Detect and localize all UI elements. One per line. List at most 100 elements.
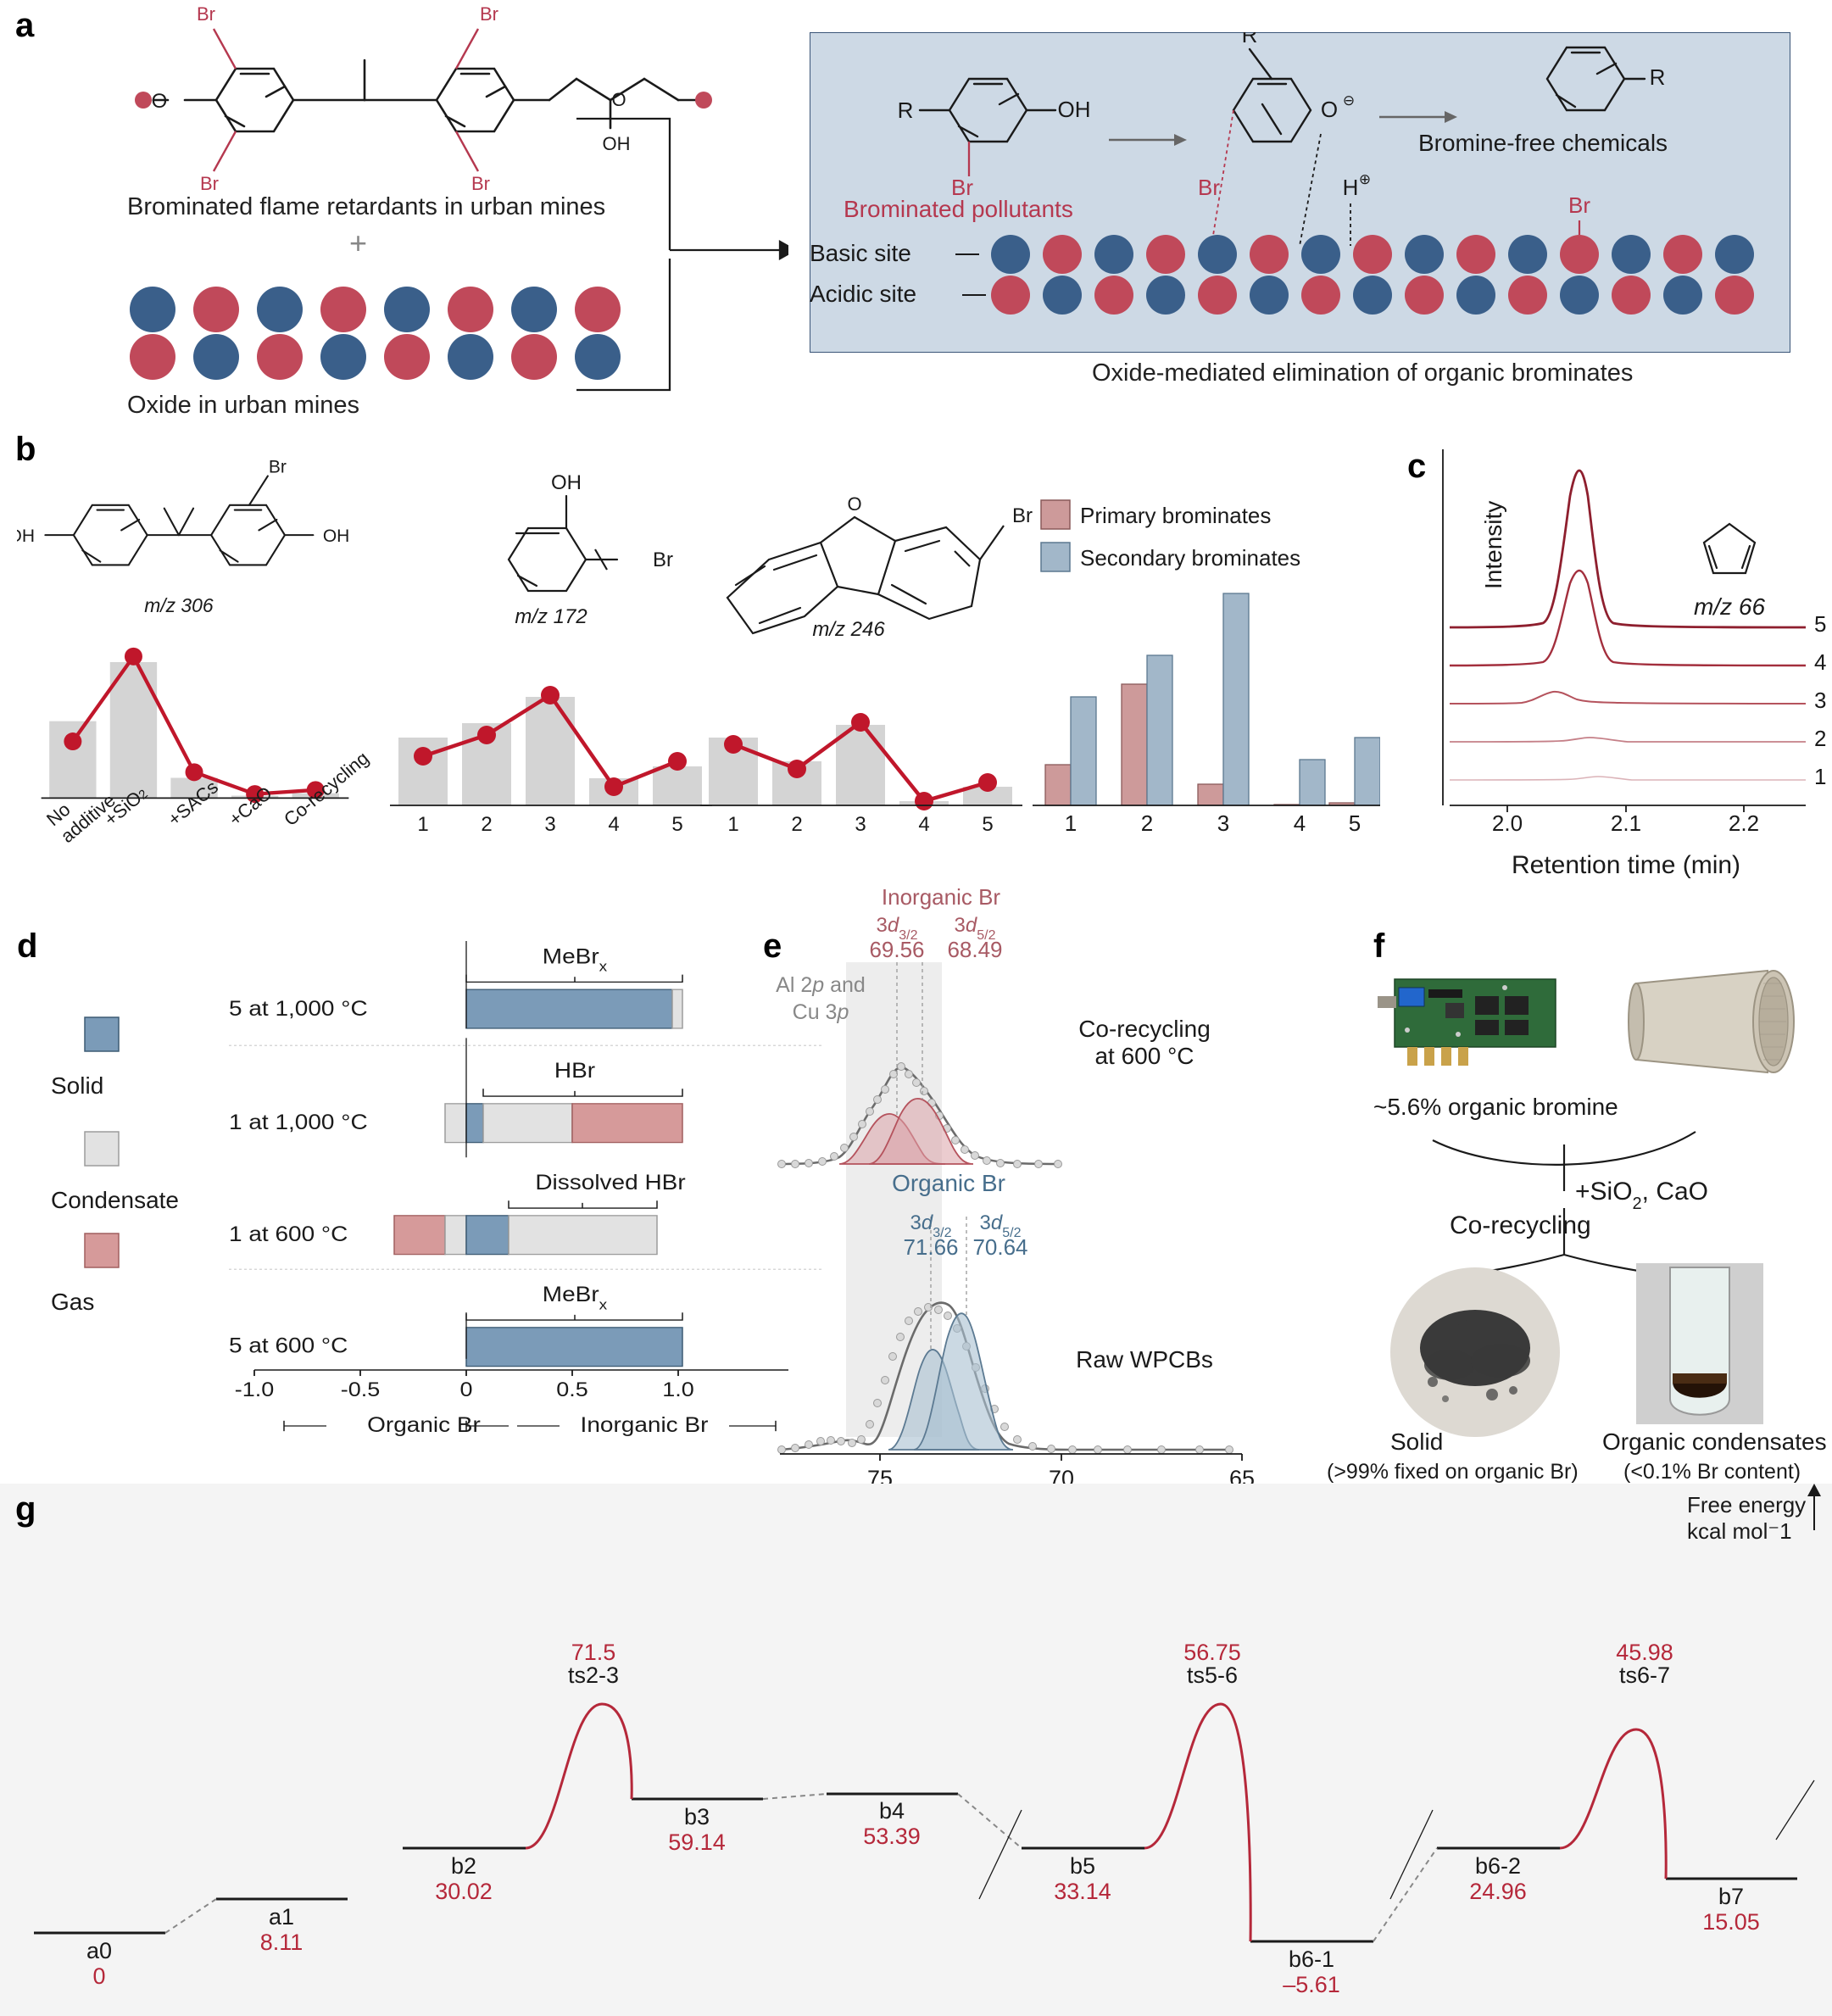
svg-text:1 at 1,000 °C: 1 at 1,000 °C xyxy=(229,1110,368,1133)
svg-text:Al 2p and: Al 2p and xyxy=(776,973,866,997)
svg-text:71.66: 71.66 xyxy=(903,1234,958,1260)
svg-text:Br: Br xyxy=(471,173,490,193)
svg-text:4: 4 xyxy=(608,813,619,836)
svg-text:R: R xyxy=(1650,64,1666,90)
svg-text:24.96: 24.96 xyxy=(1469,1879,1527,1904)
svg-text:2.2: 2.2 xyxy=(1729,810,1759,836)
svg-text:OH: OH xyxy=(323,526,350,546)
svg-text:b7: b7 xyxy=(1718,1884,1744,1909)
svg-text:Condensate: Condensate xyxy=(51,1187,179,1213)
svg-text:a0: a0 xyxy=(86,1938,112,1963)
svg-text:4: 4 xyxy=(918,813,929,836)
svg-text:at 600 °C: at 600 °C xyxy=(1094,1043,1194,1069)
svg-text:4: 4 xyxy=(1814,649,1826,675)
svg-text:53.39: 53.39 xyxy=(863,1824,921,1849)
svg-text:ts2-3: ts2-3 xyxy=(568,1662,619,1688)
svg-text:2.1: 2.1 xyxy=(1611,810,1641,836)
svg-text:70.64: 70.64 xyxy=(972,1234,1027,1260)
svg-text:0: 0 xyxy=(92,1963,105,1989)
svg-text:2: 2 xyxy=(791,813,802,836)
svg-text:0: 0 xyxy=(459,1378,472,1401)
svg-text:b6-2: b6-2 xyxy=(1475,1853,1521,1879)
svg-text:Br: Br xyxy=(200,173,219,193)
svg-text:m/z 246: m/z 246 xyxy=(812,618,885,641)
svg-text:Raw WPCBs: Raw WPCBs xyxy=(1076,1346,1213,1373)
svg-text:Retention time (min): Retention time (min) xyxy=(1512,851,1740,879)
svg-text:ts6-7: ts6-7 xyxy=(1619,1662,1670,1688)
svg-text:Basic site: Basic site xyxy=(810,240,911,266)
svg-text:-0.5: -0.5 xyxy=(341,1378,381,1401)
svg-text:33.14: 33.14 xyxy=(1054,1879,1111,1904)
svg-text:Br: Br xyxy=(480,7,498,25)
svg-text:Organic Br: Organic Br xyxy=(367,1413,481,1437)
svg-text:3: 3 xyxy=(1814,688,1826,713)
svg-text:Solid: Solid xyxy=(51,1072,103,1099)
svg-text:Br: Br xyxy=(269,458,287,477)
svg-text:OH: OH xyxy=(551,471,582,494)
svg-text:H: H xyxy=(1343,175,1359,200)
svg-text:m/z 306: m/z 306 xyxy=(144,594,214,616)
svg-text:15.05: 15.05 xyxy=(1702,1909,1760,1935)
svg-text:OH: OH xyxy=(1058,97,1091,122)
svg-text:MeBrx: MeBrx xyxy=(543,1283,607,1313)
svg-text:5: 5 xyxy=(671,813,682,836)
svg-text:1: 1 xyxy=(1814,764,1826,789)
svg-text:68.49: 68.49 xyxy=(947,937,1002,962)
svg-text:R: R xyxy=(898,97,914,123)
svg-text:1: 1 xyxy=(727,813,738,836)
svg-text:5 at 600 °C: 5 at 600 °C xyxy=(229,1334,348,1357)
svg-text:59.14: 59.14 xyxy=(668,1829,726,1855)
svg-text:Cu 3p: Cu 3p xyxy=(793,1000,849,1024)
svg-text:45.98: 45.98 xyxy=(1616,1640,1673,1665)
svg-text:Acidic site: Acidic site xyxy=(810,281,916,307)
svg-text:71.5: 71.5 xyxy=(571,1640,616,1665)
svg-text:MeBrx: MeBrx xyxy=(543,944,607,975)
svg-text:R: R xyxy=(1242,32,1258,47)
svg-text:Organic Br: Organic Br xyxy=(892,1170,1005,1196)
svg-text:b6-1: b6-1 xyxy=(1289,1946,1334,1972)
svg-text:m/z 172: m/z 172 xyxy=(515,605,587,628)
svg-text:Bromine-free chemicals: Bromine-free chemicals xyxy=(1418,130,1668,156)
svg-text:1: 1 xyxy=(1065,810,1077,836)
svg-text:Br: Br xyxy=(1198,175,1220,200)
svg-text:b5: b5 xyxy=(1070,1853,1095,1879)
svg-text:OH: OH xyxy=(17,526,35,546)
svg-text:HBr: HBr xyxy=(554,1059,595,1083)
svg-text:a1: a1 xyxy=(269,1904,294,1930)
svg-text:b4: b4 xyxy=(879,1798,905,1824)
svg-text:O: O xyxy=(1321,97,1338,122)
svg-text:m/z 66: m/z 66 xyxy=(1694,593,1765,620)
svg-text:69.56: 69.56 xyxy=(869,937,924,962)
svg-text:b3: b3 xyxy=(684,1804,710,1829)
svg-text:0.5: 0.5 xyxy=(556,1378,588,1401)
svg-text:+SiO2, CaO: +SiO2, CaO xyxy=(1575,1178,1708,1213)
svg-text:Brominated pollutants: Brominated pollutants xyxy=(844,196,1073,222)
svg-text:3: 3 xyxy=(855,813,866,836)
svg-text:5: 5 xyxy=(982,813,993,836)
svg-text:–5.61: –5.61 xyxy=(1283,1972,1340,1997)
svg-text:Co-recycling: Co-recycling xyxy=(1450,1211,1591,1239)
svg-text:2: 2 xyxy=(481,813,492,836)
svg-text:1.0: 1.0 xyxy=(662,1378,694,1401)
svg-text:56.75: 56.75 xyxy=(1183,1640,1241,1665)
svg-text:Inorganic Br: Inorganic Br xyxy=(882,884,1001,910)
svg-text:1 at 600 °C: 1 at 600 °C xyxy=(229,1222,348,1245)
svg-text:-1.0: -1.0 xyxy=(235,1378,275,1401)
svg-text:5 at 1,000 °C: 5 at 1,000 °C xyxy=(229,997,368,1021)
svg-text:O: O xyxy=(152,90,168,113)
svg-text:O: O xyxy=(847,493,861,515)
svg-text:⊖: ⊖ xyxy=(1343,92,1355,109)
svg-text:⊕: ⊕ xyxy=(1359,171,1371,187)
svg-text:Br: Br xyxy=(653,549,673,571)
svg-text:2.0: 2.0 xyxy=(1492,810,1523,836)
svg-text:1: 1 xyxy=(417,813,428,836)
svg-text:Inorganic Br: Inorganic Br xyxy=(581,1413,709,1437)
svg-text:8.11: 8.11 xyxy=(260,1930,303,1955)
svg-text:Br: Br xyxy=(197,7,215,25)
svg-text:O: O xyxy=(611,89,626,110)
svg-text:30.02: 30.02 xyxy=(435,1879,493,1904)
svg-text:5: 5 xyxy=(1814,611,1826,637)
svg-text:Gas: Gas xyxy=(51,1289,94,1315)
svg-text:Br: Br xyxy=(1568,192,1590,218)
svg-text:Co-recycling: Co-recycling xyxy=(1078,1016,1211,1042)
